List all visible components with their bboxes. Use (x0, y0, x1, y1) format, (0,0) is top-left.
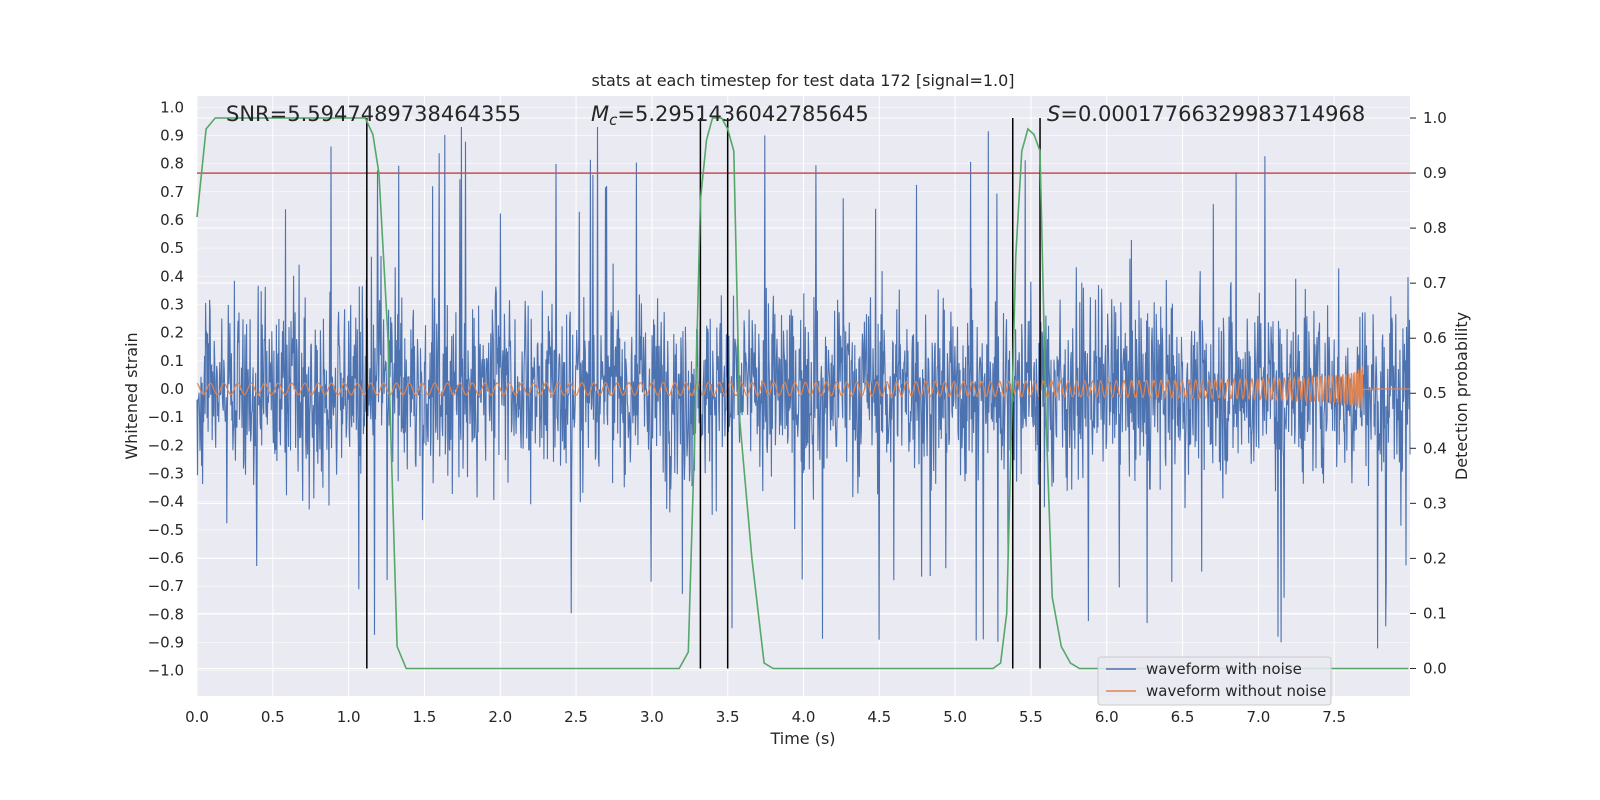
x-tick-label: 1.0 (337, 708, 361, 726)
y-tick-label: −0.3 (148, 464, 184, 482)
y2-tick-labels: 1.0 0.9 0.8 0.7 0.6 0.5 0.4 0.3 0.2 0.1 0.0 (1410, 109, 1447, 677)
x-tick-label: 0.0 (185, 708, 209, 726)
chirp-mass-annotation: Mc=5.2951436042785645 (591, 102, 869, 129)
y-tick-label: −0.7 (148, 577, 184, 595)
x-tick-label: 5.5 (1019, 708, 1043, 726)
y-tick-labels: 1.0 0.9 0.8 0.7 0.6 0.5 0.4 0.3 0.2 0.1 0.0 −0.1 −0.… (148, 98, 184, 679)
x-tick-label: 3.0 (640, 708, 664, 726)
y-tick-label: 0.9 (160, 126, 184, 144)
y-tick-label: −0.9 (148, 633, 184, 651)
y2-tick-label: 0.6 (1423, 329, 1447, 347)
x-tick-label: 7.0 (1246, 708, 1270, 726)
y2-tick-label: 0.1 (1423, 604, 1447, 622)
y-tick-label: −0.6 (148, 549, 184, 567)
y-tick-label: 1.0 (160, 98, 184, 116)
y-tick-label: −0.1 (148, 408, 184, 426)
y-tick-label: −1.0 (148, 662, 184, 680)
x-tick-label: 5.0 (943, 708, 967, 726)
s-annotation: S=0.00017766329983714968 (1047, 102, 1365, 126)
chart-title: stats at each timestep for test data 172… (591, 71, 1014, 90)
y-tick-label: −0.4 (148, 493, 184, 511)
series-line-waveform-without-noise (196, 366, 1410, 411)
x-tick-label: 4.0 (792, 708, 816, 726)
legend-label-noise: waveform with noise (1146, 660, 1302, 678)
y2-tick-label: 0.7 (1423, 274, 1447, 292)
y-tick-label: −0.5 (148, 521, 184, 539)
legend-label-clean: waveform without noise (1146, 682, 1326, 700)
x-axis-label: Time (s) (769, 729, 835, 748)
y-tick-label: 0.0 (160, 380, 184, 398)
chirp-mass-subscript: c (609, 111, 618, 129)
y-tick-label: 0.1 (160, 352, 184, 370)
y-tick-label: 0.4 (160, 267, 184, 285)
y-axis-label: Whitened strain (122, 332, 141, 459)
y2-tick-label: 1.0 (1423, 109, 1447, 127)
series-line-detection-probability (196, 117, 1409, 670)
snr-annotation: SNR=5.5947489738464355 (226, 102, 521, 126)
y-tick-label: −0.2 (148, 436, 184, 454)
y2-axis-label: Detection probability (1452, 312, 1471, 480)
x-tick-label: 6.5 (1171, 708, 1195, 726)
x-tick-label: 1.5 (413, 708, 437, 726)
chirp-mass-value: =5.2951436042785645 (617, 102, 868, 126)
s-value: =0.00017766329983714968 (1060, 102, 1365, 126)
y2-tick-label: 0.4 (1423, 439, 1447, 457)
y2-tick-label: 0.2 (1423, 549, 1447, 567)
y-tick-label: 0.6 (160, 211, 184, 229)
y2-tick-label: 0.3 (1423, 494, 1447, 512)
x-tick-label: 3.5 (716, 708, 740, 726)
y-tick-label: 0.7 (160, 183, 184, 201)
y2-tick-label: 0.9 (1423, 164, 1447, 182)
x-tick-label: 0.5 (261, 708, 285, 726)
y-tick-label: 0.5 (160, 239, 184, 257)
y-tick-label: −0.8 (148, 605, 184, 623)
x-tick-label: 2.0 (488, 708, 512, 726)
y-tick-label: 0.8 (160, 155, 184, 173)
legend-box (1097, 656, 1332, 706)
x-tick-label: 4.5 (867, 708, 891, 726)
plot-content (196, 117, 1411, 670)
x-tick-labels: 0.0 0.5 1.0 1.5 2.0 2.5 3.0 3.5 4.0 4.5 5.0 5.5 6.0 6… (185, 708, 1346, 726)
series-line-waveform-with-noise (196, 126, 1411, 649)
chirp-mass-symbol: M (591, 102, 609, 126)
y-tick-label: 0.3 (160, 295, 184, 313)
x-tick-label: 7.5 (1322, 708, 1346, 726)
y-tick-label: 0.2 (160, 324, 184, 342)
x-tick-label: 6.0 (1095, 708, 1119, 726)
y2-tick-label: 0.8 (1423, 219, 1447, 237)
legend: waveform with noise waveform without noi… (1097, 656, 1332, 706)
s-symbol: S (1047, 102, 1060, 126)
x-tick-label: 2.5 (564, 708, 588, 726)
y2-tick-label: 0.0 (1423, 659, 1447, 677)
y2-tick-label: 0.5 (1423, 384, 1447, 402)
